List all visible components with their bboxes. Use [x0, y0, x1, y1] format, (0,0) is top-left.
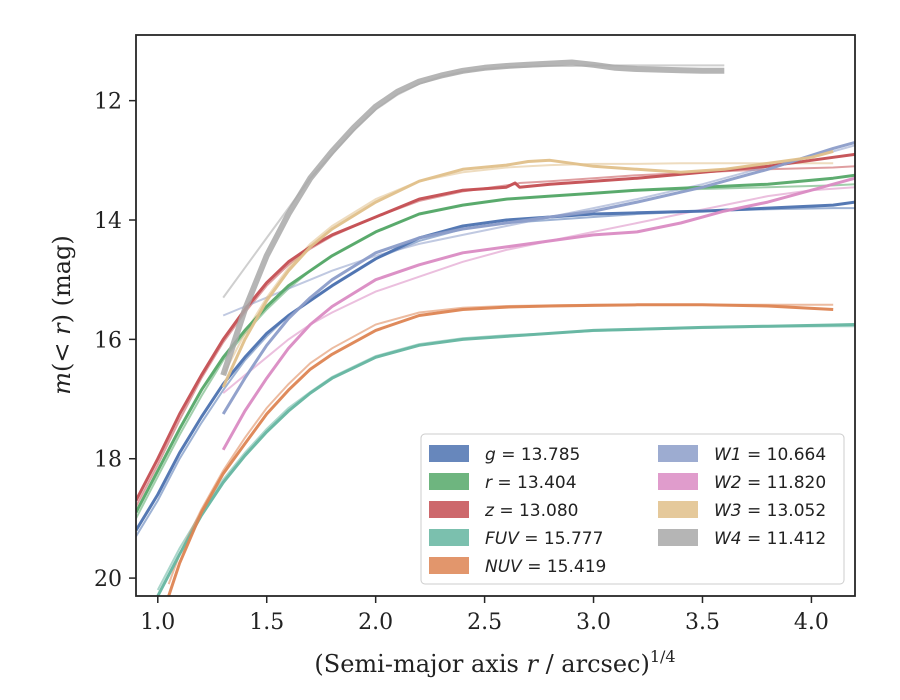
legend-label: z = 13.080 [484, 501, 578, 521]
legend-swatch [658, 529, 698, 546]
data-curves [136, 59, 855, 596]
y-tick-label: 18 [94, 448, 122, 473]
legend-box [420, 433, 845, 585]
model-curve-z [136, 165, 855, 507]
y-tick-label: 16 [94, 328, 122, 353]
legend-label: W3 = 13.052 [714, 501, 826, 521]
y-tick-label: 20 [94, 567, 122, 592]
x-tick-label: 4.0 [794, 610, 829, 635]
data-curve-w2 [221, 176, 855, 451]
x-axis: 1.0 1.5 2.0 2.5 3.0 3.5 4.0 [140, 596, 829, 635]
x-tick-label: 1.5 [249, 610, 284, 635]
data-curve-g [136, 200, 855, 532]
model-curve-w2 [222, 186, 855, 394]
plot-frame [135, 34, 856, 597]
legend-label: W2 = 11.820 [714, 473, 826, 493]
x-tick-label: 2.0 [358, 610, 393, 635]
legend-swatch [429, 473, 469, 490]
x-tick-label: 2.5 [467, 610, 502, 635]
data-curve-w1 [221, 140, 855, 415]
x-axis-label: (Semi-major axis r / arcsec)1/4 [314, 647, 675, 678]
legend-label: NUV = 15.419 [485, 557, 606, 577]
y-tick-label: 14 [94, 209, 122, 234]
legend-swatch [658, 501, 698, 518]
data-curve-nuv [167, 303, 834, 596]
data-curve-w4 [220, 59, 725, 377]
data-curve-w3 [221, 149, 834, 388]
x-tick-label: 3.0 [576, 610, 611, 635]
legend-label: W4 = 11.412 [714, 529, 826, 549]
data-curve-z [136, 152, 855, 502]
y-tick-label: 12 [94, 90, 122, 115]
legend-swatch [429, 445, 469, 462]
legend-label: FUV = 15.777 [485, 529, 603, 549]
legend: g = 13.785 r = 13.404 z = 13.080 FUV = 15.7… [420, 433, 845, 585]
data-curve-r [136, 173, 855, 514]
legend-label: r = 13.404 [485, 473, 577, 493]
model-curve-w3 [222, 162, 834, 376]
y-axis-label: m(< r) (mag) [48, 235, 76, 395]
legend-label: W1 = 10.664 [714, 445, 826, 465]
legend-swatch [429, 501, 469, 518]
legend-swatch [429, 529, 469, 546]
legend-label: g = 13.785 [485, 445, 580, 465]
y-axis: 12 14 16 18 20 [94, 90, 136, 592]
legend-swatch [658, 473, 698, 490]
legend-swatch [658, 445, 698, 462]
x-tick-label: 3.5 [685, 610, 720, 635]
legend-swatch [429, 557, 469, 574]
data-curve-fuv [156, 323, 855, 596]
x-tick-label: 1.0 [140, 610, 175, 635]
